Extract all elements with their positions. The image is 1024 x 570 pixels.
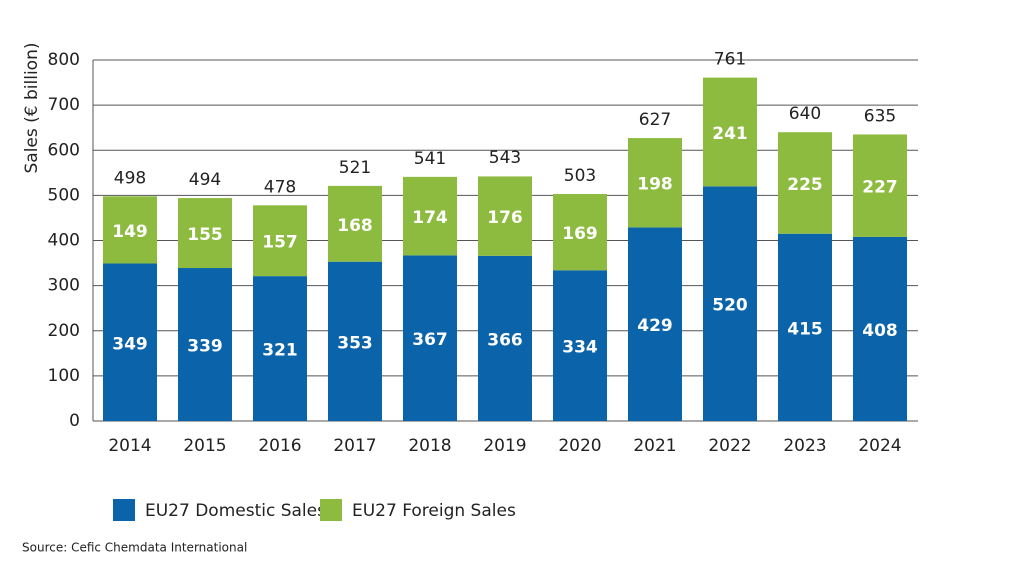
total-label: 478 (264, 177, 296, 197)
x-tick-label: 2015 (183, 436, 226, 456)
data-label: 198 (637, 175, 673, 195)
bar-segment (253, 276, 307, 421)
x-tick-label: 2017 (333, 436, 376, 456)
total-label: 640 (789, 104, 821, 124)
total-label: 541 (414, 149, 446, 169)
bar-segment (553, 194, 607, 271)
data-label: 174 (412, 208, 448, 228)
bar-segment (853, 236, 907, 421)
bar-segment (178, 268, 232, 421)
x-tick-label: 2021 (633, 436, 676, 456)
data-label: 429 (637, 316, 673, 336)
data-label: 241 (712, 124, 748, 144)
bar-segment (403, 255, 457, 421)
data-label: 149 (112, 222, 148, 242)
data-label: 367 (412, 330, 448, 350)
total-label: 543 (489, 148, 521, 168)
x-tick-label: 2018 (408, 436, 451, 456)
bar-segment (328, 261, 382, 421)
total-label: 503 (564, 166, 596, 186)
total-label: 761 (714, 50, 746, 70)
x-tick-label: 2014 (108, 436, 151, 456)
x-tick-label: 2022 (708, 436, 751, 456)
legend-swatch (113, 499, 135, 521)
bar-segment (778, 132, 832, 234)
bar-segment (628, 227, 682, 421)
total-label: 627 (639, 110, 671, 130)
bar-segment (703, 186, 757, 421)
y-tick-label: 600 (48, 140, 80, 160)
y-tick-label: 0 (69, 411, 80, 431)
bar-segment (553, 270, 607, 421)
bar-segment (853, 134, 907, 237)
y-tick-label: 800 (48, 50, 80, 70)
bar-segment (253, 205, 307, 277)
data-label: 227 (862, 178, 898, 198)
data-label: 155 (187, 225, 223, 245)
y-tick-label: 700 (48, 95, 80, 115)
bar-segment (178, 198, 232, 269)
data-label: 366 (487, 330, 523, 350)
data-label: 157 (262, 233, 298, 253)
data-label: 339 (187, 337, 223, 357)
legend-swatch (320, 499, 342, 521)
data-label: 520 (712, 296, 748, 316)
data-label: 349 (112, 334, 148, 354)
x-tick-label: 2020 (558, 436, 601, 456)
bar-segment (628, 138, 682, 228)
legend-label: EU27 Foreign Sales (352, 501, 516, 521)
data-label: 415 (787, 319, 823, 339)
total-label: 521 (339, 158, 371, 178)
data-label: 176 (487, 208, 523, 228)
y-tick-label: 300 (48, 276, 80, 296)
x-tick-label: 2024 (858, 436, 901, 456)
data-label: 353 (337, 333, 373, 353)
bar-segment (778, 233, 832, 421)
legend-label: EU27 Domestic Sales (145, 501, 326, 521)
y-axis-label: Sales (€ billion) (22, 43, 42, 174)
bar-segment (403, 176, 457, 256)
y-tick-label: 500 (48, 185, 80, 205)
bar-segment (328, 185, 382, 262)
bar-segment (478, 176, 532, 256)
data-label: 334 (562, 338, 598, 358)
bar-segment (103, 196, 157, 264)
x-tick-label: 2016 (258, 436, 301, 456)
source: Source: Cefic Chemdata International (22, 541, 247, 555)
total-label: 494 (189, 170, 221, 190)
bar-segment (103, 263, 157, 421)
total-label: 635 (864, 106, 896, 126)
data-label: 225 (787, 175, 823, 195)
total-label: 498 (114, 168, 146, 188)
y-tick-label: 400 (48, 231, 80, 251)
y-tick-label: 200 (48, 321, 80, 341)
data-label: 321 (262, 341, 298, 361)
x-tick-label: 2019 (483, 436, 526, 456)
bar-segment (478, 255, 532, 421)
data-label: 168 (337, 216, 373, 236)
data-label: 408 (862, 321, 898, 341)
x-tick-label: 2023 (783, 436, 826, 456)
y-tick-label: 100 (48, 366, 80, 386)
bar-segment (703, 77, 757, 187)
data-label: 169 (562, 224, 598, 244)
